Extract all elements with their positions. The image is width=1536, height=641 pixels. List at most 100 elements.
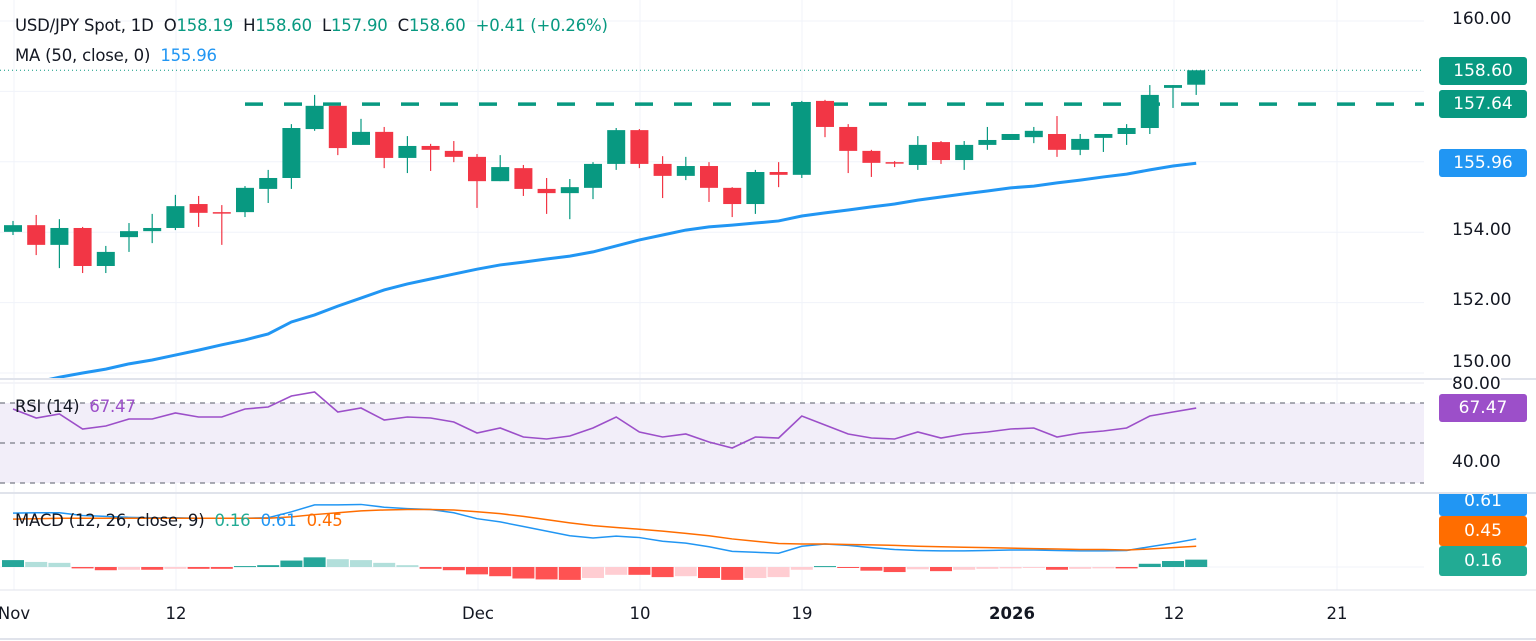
- candle-body: [1071, 138, 1090, 150]
- candle: [375, 126, 394, 169]
- macd-histogram-bar: [234, 566, 256, 568]
- candle-body: [537, 188, 556, 194]
- candle-body: [1001, 133, 1020, 140]
- candle-body: [584, 163, 602, 188]
- candle-body: [27, 225, 46, 245]
- macd-histogram-bar: [558, 567, 581, 580]
- candle-body: [468, 156, 486, 182]
- symbol-legend: USD/JPY Spot, 1D O158.19 H158.60 L157.90…: [15, 16, 608, 36]
- macd-histogram-bar: [280, 560, 303, 567]
- candle: [1164, 85, 1182, 108]
- macd-histogram-bar: [2, 560, 24, 567]
- macd-histogram-bar: [674, 567, 697, 577]
- candle-body: [491, 167, 510, 182]
- candle-body: [560, 187, 579, 194]
- candle-body: [305, 105, 324, 130]
- candle-body: [444, 150, 463, 157]
- macd-histogram-bar: [141, 567, 164, 570]
- macd-histogram-bar: [930, 567, 952, 572]
- macd-histogram-bar: [1162, 561, 1184, 567]
- candle-body: [328, 105, 347, 149]
- time-tick: 12: [1163, 604, 1185, 623]
- ma-value: 155.96: [160, 46, 217, 65]
- high-label: H: [243, 16, 256, 35]
- time-tick: 19: [791, 604, 813, 623]
- macd-histogram-bar: [512, 567, 535, 579]
- candle-body: [352, 131, 370, 145]
- candle: [932, 141, 950, 164]
- candle-body: [1048, 133, 1066, 150]
- candle-body: [189, 204, 208, 213]
- candle-body: [908, 144, 927, 165]
- time-tick: 12: [165, 604, 187, 623]
- candle: [4, 220, 22, 236]
- macd-legend[interactable]: MACD (12, 26, close, 9) 0.16 0.61 0.45: [15, 511, 343, 531]
- candle: [236, 186, 254, 218]
- candle: [700, 162, 718, 202]
- candle-body: [398, 145, 417, 158]
- rsi-legend[interactable]: RSI (14) 67.47: [15, 397, 136, 417]
- macd-histogram-bar: [1022, 567, 1045, 568]
- candle: [1140, 85, 1159, 134]
- candle: [120, 223, 138, 252]
- macd-histogram-bar: [976, 567, 999, 569]
- main-pane: [4, 70, 1206, 378]
- macd-histogram-bar: [257, 565, 280, 567]
- macd-histogram-bar: [25, 561, 48, 567]
- indicator-marks: [2, 391, 1208, 580]
- candle: [468, 154, 486, 208]
- candle-body: [50, 227, 69, 245]
- macd-histogram-bar: [118, 567, 140, 570]
- macd-hist-value: 0.16: [214, 511, 251, 530]
- candle: [955, 141, 974, 170]
- signal-tag: 0.45: [1439, 516, 1527, 546]
- macd-histogram-bar: [628, 567, 651, 575]
- time-tick: 21: [1326, 604, 1348, 623]
- macd-histogram-bar: [860, 567, 883, 571]
- macd-histogram-bar: [535, 567, 558, 580]
- candle: [1048, 116, 1066, 157]
- last-price-tag: 158.60: [1439, 57, 1527, 85]
- candle-body: [769, 172, 788, 175]
- candle: [491, 155, 510, 182]
- price-tick: 152.00: [1452, 290, 1512, 310]
- candle-body: [723, 187, 742, 205]
- macd-histogram-bar: [814, 566, 836, 568]
- candle-body: [4, 225, 22, 232]
- ma-legend[interactable]: MA (50, close, 0) 155.96: [15, 46, 217, 66]
- candle: [584, 162, 602, 200]
- macd-tag: 0.61: [1439, 494, 1527, 516]
- low-label: L: [322, 16, 331, 35]
- candle-body: [514, 168, 533, 189]
- candle-body: [1094, 133, 1113, 138]
- macd-histogram-bar: [1115, 567, 1138, 569]
- candle-body: [955, 144, 974, 161]
- macd-histogram-bar: [1185, 559, 1208, 567]
- candle-body: [676, 166, 695, 176]
- macd-histogram-bar: [582, 567, 604, 579]
- candle: [978, 126, 997, 150]
- ma-label: MA (50, close, 0): [15, 46, 151, 65]
- candle: [723, 187, 742, 218]
- rsi-value: 67.47: [89, 397, 136, 416]
- candle: [189, 195, 208, 227]
- macd-histogram-bar: [1069, 567, 1092, 569]
- candle-body: [96, 251, 115, 266]
- macd-histogram-bar: [906, 567, 929, 570]
- rsi-tick: 40.00: [1452, 452, 1501, 472]
- candle-body: [746, 172, 765, 205]
- change-value: +0.41 (+0.26%): [475, 16, 608, 35]
- macd-histogram-bar: [396, 565, 419, 567]
- macd-histogram-bar: [999, 567, 1022, 569]
- candle-body: [120, 231, 138, 238]
- candle-body: [421, 145, 440, 150]
- macd-histogram-bar: [721, 567, 744, 580]
- candle: [839, 124, 858, 174]
- candle: [908, 136, 927, 170]
- candle: [885, 161, 904, 168]
- candle-body: [653, 163, 672, 176]
- hist-tag: 0.16: [1439, 546, 1527, 576]
- candle: [73, 226, 92, 274]
